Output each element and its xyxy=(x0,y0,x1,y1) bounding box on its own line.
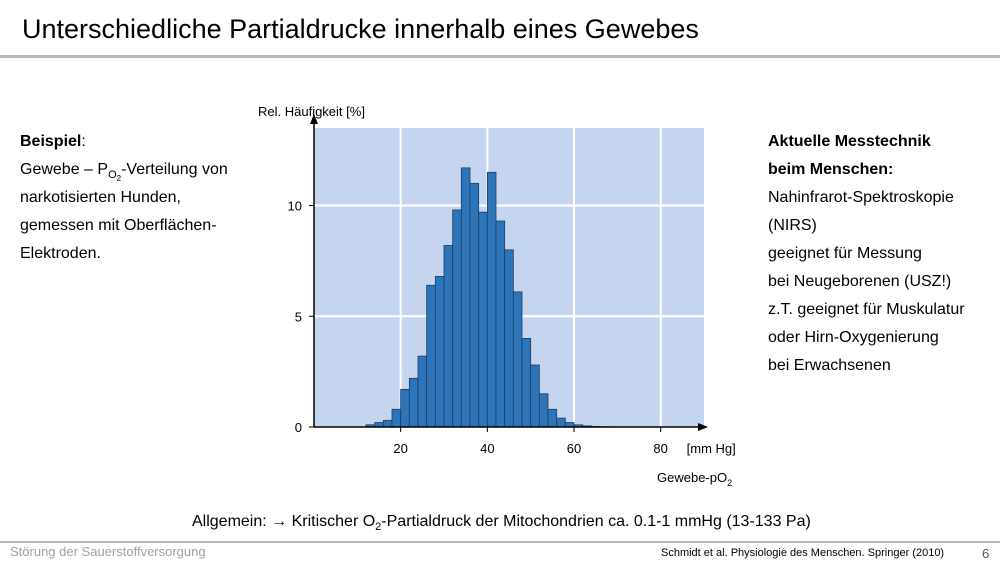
histogram-bar xyxy=(434,275,445,428)
example-label: Beispiel xyxy=(20,133,82,150)
example-line-1: Gewebe – PO2-Verteilung von xyxy=(20,156,260,184)
po2-subscript: O2 xyxy=(108,169,122,183)
y-tick-label: 0 xyxy=(295,420,302,435)
example-colon: : xyxy=(81,133,86,150)
x-tick-label: 40 xyxy=(480,441,494,456)
note-pre: Allgemein: → Kritischer O xyxy=(192,513,376,530)
x-tick-label: 60 xyxy=(567,441,581,456)
histogram-bar xyxy=(382,419,393,428)
histogram-bar xyxy=(469,182,480,428)
histogram-bar xyxy=(408,377,419,428)
histogram-bar xyxy=(443,244,454,428)
example-heading: Beispiel: xyxy=(20,128,260,156)
critical-pressure-note: Allgemein: → Kritischer O2-Partialdruck … xyxy=(192,513,811,533)
histogram-bar xyxy=(504,249,514,428)
example-line-1-pre: Gewebe – P xyxy=(20,161,109,178)
example-line-2: narkotisierten Hunden, xyxy=(20,189,181,206)
example-text-block: Beispiel: Gewebe – PO2-Verteilung von na… xyxy=(20,128,260,268)
note-o2-sub: 2 xyxy=(375,521,382,533)
x-axis-unit: [mm Hg] xyxy=(687,441,736,456)
histogram-bar xyxy=(417,355,428,428)
x-axis-title-subscript: 2 xyxy=(727,478,732,488)
histogram-bar xyxy=(530,364,540,428)
histogram-bar xyxy=(495,220,506,428)
x-tick-label: 20 xyxy=(393,441,407,456)
footer-divider xyxy=(0,541,1000,543)
histogram-bar xyxy=(452,209,462,428)
measurement-line: geeignet für Messung xyxy=(768,245,922,262)
x-tick-label: 80 xyxy=(653,441,667,456)
x-axis-arrowhead xyxy=(698,423,708,431)
measurement-line: oder Hirn-Oxygenierung xyxy=(768,329,939,346)
histogram-bar xyxy=(521,338,532,428)
y-axis-title: Rel. Häufigkeit [%] xyxy=(258,104,365,119)
measurement-line: z.T. geeignet für Muskulatur xyxy=(768,301,965,318)
y-tick-label: 5 xyxy=(295,309,302,324)
measurement-heading-2: beim Menschen: xyxy=(768,161,894,178)
title-divider xyxy=(0,55,1000,58)
histogram-bar xyxy=(400,388,410,428)
page-number: 6 xyxy=(982,546,990,561)
histogram-bar xyxy=(486,171,497,428)
example-line-4: Elektroden. xyxy=(20,245,101,262)
y-tick-label: 10 xyxy=(288,199,302,214)
footer-citation: Schmidt et al. Physiologie des Menschen.… xyxy=(661,547,945,559)
histogram-bar xyxy=(547,408,558,428)
x-axis-title: Gewebe-pO2 xyxy=(657,470,732,488)
measurement-line: bei Neugeborenen (USZ!) xyxy=(768,273,952,290)
example-line-3: gemessen mit Oberflächen- xyxy=(20,217,217,234)
histogram-bar xyxy=(391,408,402,428)
histogram-bar xyxy=(512,291,523,428)
measurement-line: (NIRS) xyxy=(768,217,817,234)
histogram-chart: 20 40 60 80 0 5 10 Rel. Häufigkeit [%] [mm Hg] Ge… xyxy=(258,104,736,488)
histogram-bar xyxy=(478,211,488,428)
po2-sub-o: O xyxy=(108,169,117,181)
histogram-bar xyxy=(426,284,436,428)
measurement-heading-1: Aktuelle Messtechnik xyxy=(768,133,931,150)
histogram-bar xyxy=(556,417,566,428)
example-line-1-post: -Verteilung von xyxy=(121,161,228,178)
note-post: -Partialdruck der Mitochondrien ca. 0.1-… xyxy=(381,513,811,530)
measurement-line: Nahinfrarot-Spektroskopie xyxy=(768,189,954,206)
histogram-bar xyxy=(460,167,471,428)
y-axis-arrowhead xyxy=(310,114,318,124)
measurement-text-block: Aktuelle Messtechnik beim Menschen: Nahi… xyxy=(768,128,998,380)
histogram-bar xyxy=(538,393,549,428)
footer-topic: Störung der Sauerstoffversorgung xyxy=(10,544,206,559)
po2-sub-2: 2 xyxy=(116,174,122,183)
slide-title: Unterschiedliche Partialdrucke innerhalb… xyxy=(22,14,699,44)
measurement-line: bei Erwachsenen xyxy=(768,357,891,374)
